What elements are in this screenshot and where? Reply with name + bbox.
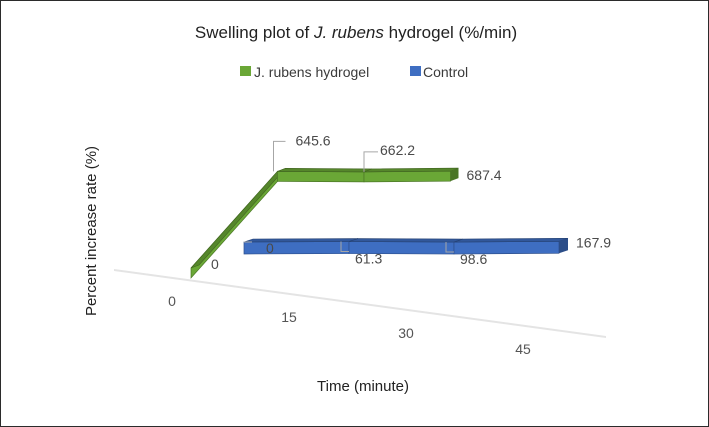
ribbon-control-end-cap (559, 238, 568, 254)
legend-swatch-jrubens (240, 66, 251, 76)
data-label-control-15: 61.3 (355, 251, 382, 267)
data-label-control-45: 167.9 (576, 234, 611, 250)
ribbon-jrubens-end-cap (450, 168, 459, 182)
floor-edge (114, 269, 606, 338)
chart-title-suffix: hydrogel (%/min) (384, 23, 517, 42)
y-axis-title: Percent increase rate (%) (83, 146, 100, 316)
chart-title: Swelling plot of J. rubens hydrogel (%/m… (195, 23, 517, 42)
ribbon-control-segment-top (243, 238, 359, 243)
ribbon-jrubens-segment-front (363, 170, 451, 183)
ribbon-jrubens-segment-front (277, 171, 365, 183)
data-label-jrubens-15: 645.6 (296, 132, 331, 148)
x-tick-label: 30 (398, 325, 414, 341)
x-tick-label: 45 (515, 341, 531, 357)
x-tick-label: 15 (281, 309, 297, 325)
legend-label-control: Control (423, 64, 468, 80)
chart-title-species: J. rubens (313, 23, 384, 42)
leader-control-30 (445, 242, 454, 253)
data-label-leaders (244, 140, 454, 253)
x-tick-label: 0 (168, 293, 176, 309)
leader-jrubens-30 (363, 151, 378, 172)
x-axis-title: Time (minute) (317, 378, 409, 395)
data-label-jrubens-30: 662.2 (380, 142, 415, 158)
ribbon-control-segment-front (243, 241, 350, 255)
leader-control-15 (340, 241, 349, 253)
legend-swatch-control (410, 66, 421, 76)
legend-label-jrubens: J. rubens hydrogel (254, 64, 369, 80)
x-axis-ticks: 0 15 30 45 (168, 293, 531, 357)
series-ribbons (190, 167, 569, 279)
ribbon-jrubens-segment-top (363, 167, 459, 173)
ribbon-control-segment-top (348, 238, 464, 243)
data-label-control-30: 98.6 (460, 251, 487, 267)
ribbon-jrubens-segment-top (277, 168, 373, 173)
data-label-jrubens-45: 687.4 (467, 167, 502, 183)
leader-jrubens-15 (273, 140, 286, 172)
ribbon-control-segment-top (453, 237, 569, 243)
legend: J. rubens hydrogel Control (240, 64, 468, 80)
data-label-control-0: 0 (266, 240, 274, 256)
chart-title-prefix: Swelling plot of (195, 23, 314, 42)
data-labels: 0 645.6 662.2 687.4 0 61.3 98.6 167.9 (211, 132, 611, 272)
data-label-jrubens-0: 0 (211, 256, 219, 272)
